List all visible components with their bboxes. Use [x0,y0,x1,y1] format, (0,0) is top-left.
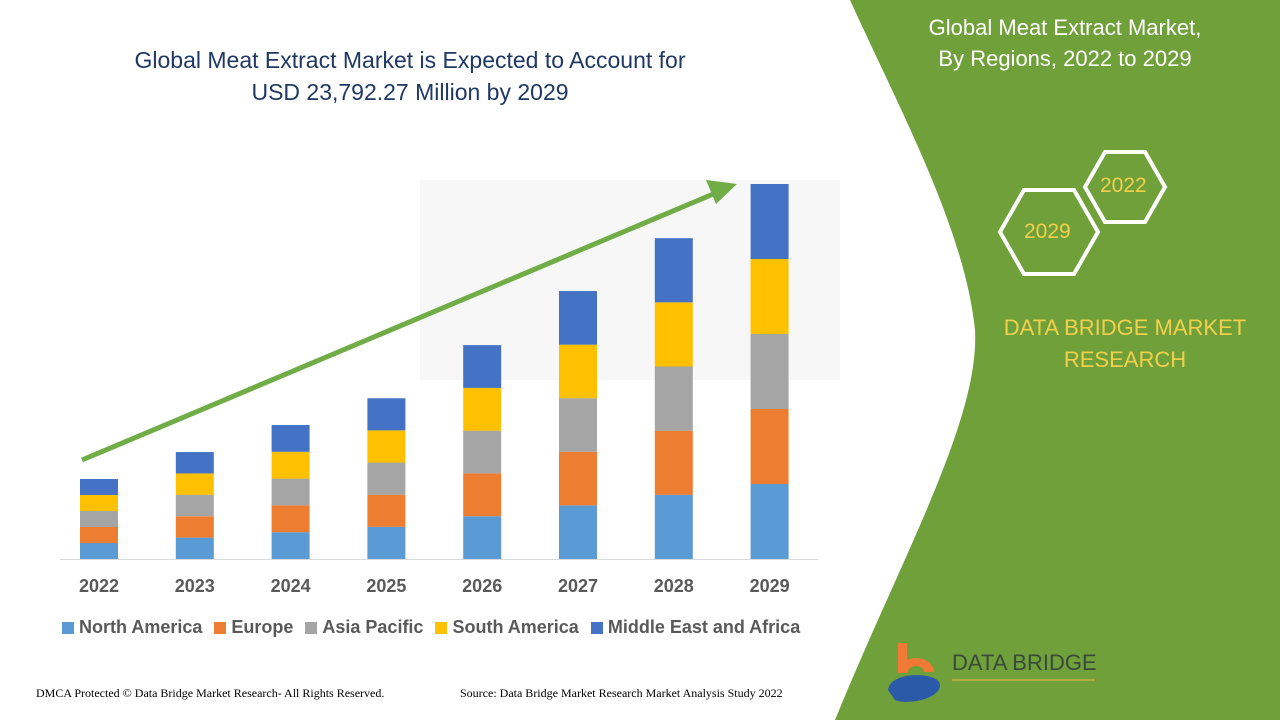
bar-segment-asia-pacific-2029 [750,334,789,409]
bar-segment-north-america-2025 [367,526,406,559]
bar-segment-middle-east-and-africa-2023 [175,452,214,474]
bar-segment-asia-pacific-2025 [367,462,406,495]
side-title-line: By Regions, 2022 to 2029 [938,46,1192,71]
page-title: Global Meat Extract Market is Expected t… [60,44,760,108]
legend-label: Asia Pacific [322,617,424,637]
side-title-line: Global Meat Extract Market, [928,15,1202,40]
bar-segment-europe-2026 [463,473,502,517]
bar-segment-europe-2028 [654,430,693,495]
bar-segment-north-america-2026 [463,516,502,559]
bar-segment-north-america-2027 [559,505,597,559]
bar-segment-europe-2029 [750,408,789,485]
bar-segment-europe-2022 [80,527,118,544]
bar-segment-north-america-2024 [271,532,310,559]
hex-year-2029: 2029 [1024,220,1071,243]
bar-segment-asia-pacific-2028 [654,366,693,431]
bar-segment-middle-east-and-africa-2029 [750,184,789,259]
legend-swatch [435,621,448,634]
bar-segment-south-america-2029 [750,258,789,335]
logo-icon [888,643,1095,702]
bar-segment-middle-east-and-africa-2028 [654,238,693,303]
bar-segment-middle-east-and-africa-2025 [367,398,406,431]
x-tick-label: 2023 [175,576,215,596]
hex-year-2022: 2022 [1100,174,1147,197]
side-panel-bg [835,0,1280,720]
bar-segment-north-america-2028 [654,494,693,559]
bar-segment-north-america-2022 [80,543,118,559]
bar-segment-south-america-2022 [80,495,118,512]
source-text: Source: Data Bridge Market Research Mark… [460,686,783,700]
x-tick-label: 2028 [654,576,694,596]
title-line: USD 23,792.27 Million by 2029 [251,79,569,105]
brand-line: DATA BRIDGE MARKET [1003,315,1247,340]
brand-line: RESEARCH [1063,347,1187,372]
x-tick-label: 2029 [750,576,790,596]
bar-segment-asia-pacific-2022 [80,511,118,528]
x-tick-label: 2027 [558,576,598,596]
arrow-head-icon [706,180,737,204]
bar-segment-asia-pacific-2023 [175,494,214,517]
bar-segment-south-america-2023 [175,473,214,495]
bar-segment-south-america-2025 [367,430,406,463]
legend-label: South America [452,617,579,637]
x-tick-label: 2026 [462,576,502,596]
legend-swatch [62,621,74,634]
bar-segment-europe-2027 [559,451,597,506]
bar-segment-middle-east-and-africa-2026 [463,345,502,388]
x-tick-label: 2025 [366,576,406,596]
legend-label: Middle East and Africa [607,617,801,637]
legend-item: Middle East and Africa [590,617,801,638]
bar-segment-south-america-2028 [654,302,693,367]
bar-segment-europe-2024 [271,505,310,533]
legend-label: Europe [231,617,294,637]
chart: 2022 2023 2024 2025 2026 2027 2028 2029 [60,180,818,596]
legend-item: North America [62,617,202,638]
hexagon-icon [1082,150,1168,224]
bar-segment-europe-2023 [175,516,214,538]
legend-swatch [590,621,603,634]
side-title: Global Meat Extract Market, By Regions, … [880,12,1250,74]
bar-segment-asia-pacific-2027 [559,398,597,452]
legend-item: South America [435,617,579,638]
trend-arrow [81,189,719,463]
bar-segment-middle-east-and-africa-2024 [271,425,310,452]
legend: North America Europe Asia Pacific South Ame… [62,617,800,638]
legend-item: Asia Pacific [305,617,423,638]
title-line: Global Meat Extract Market is Expected t… [134,47,686,73]
legend-swatch [214,621,227,634]
bar-segment-north-america-2023 [175,537,214,559]
x-tick-label: 2024 [271,576,311,596]
bar-segment-asia-pacific-2024 [271,478,310,506]
legend-label: North America [79,617,203,637]
x-tick-label: 2022 [79,576,119,596]
bar-segment-north-america-2029 [750,484,789,559]
bar-segment-middle-east-and-africa-2022 [80,479,118,496]
bar-segment-south-america-2026 [463,387,502,431]
bar-segment-south-america-2024 [271,451,310,479]
legend-swatch [305,621,318,634]
hexagon-icon [997,188,1101,276]
bar-segment-europe-2025 [367,494,406,527]
logo-text: DATA BRIDGE [952,650,1097,675]
bar-segment-asia-pacific-2026 [463,430,502,474]
copyright-text: DMCA Protected © Data Bridge Market Rese… [36,686,385,700]
legend-item: Europe [214,617,293,638]
bar-segment-middle-east-and-africa-2027 [559,291,597,345]
bar-segment-south-america-2027 [559,344,597,399]
brand-name: DATA BRIDGE MARKET RESEARCH [975,312,1275,376]
